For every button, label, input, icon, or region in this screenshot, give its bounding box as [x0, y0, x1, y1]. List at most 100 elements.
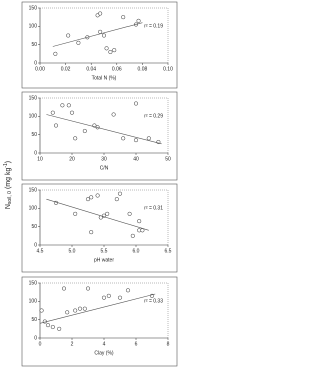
y-tick-label: 150 [29, 5, 38, 11]
point [65, 310, 70, 315]
x-tick-label: 0.08 [138, 66, 148, 72]
y-tick-label: 50 [31, 132, 37, 138]
point [108, 49, 113, 55]
x-axis-label: pH water [94, 257, 114, 263]
point [73, 308, 78, 313]
panel-frame [21, 276, 178, 367]
y-tick-label: 0 [34, 335, 37, 341]
fit-line [46, 114, 162, 145]
y-tick-label: 100 [29, 114, 38, 120]
point [137, 219, 142, 224]
point [104, 46, 109, 51]
point [125, 288, 131, 293]
fit-line [39, 293, 156, 324]
point [82, 128, 87, 134]
x-tick-label: 6.0 [133, 248, 140, 254]
y-axis-label: Nsoil, 0(mg kg-1) [3, 161, 13, 209]
point [121, 15, 126, 20]
panel-frame [21, 91, 178, 181]
point [50, 110, 55, 115]
point [89, 195, 94, 200]
point [136, 18, 141, 23]
point [95, 193, 100, 198]
y-tick-label: 0 [34, 60, 37, 66]
x-tick-label: 5.0 [69, 248, 76, 254]
point [73, 136, 78, 141]
point [85, 197, 91, 202]
point [114, 197, 119, 202]
point [82, 306, 87, 311]
point [117, 191, 123, 196]
r2-annotation: r² = 0.33 [144, 298, 163, 304]
x-tick-label: 10 [37, 156, 43, 162]
point [53, 123, 59, 128]
point [73, 211, 78, 216]
point [112, 48, 117, 53]
point [101, 33, 107, 38]
point [66, 103, 71, 108]
x-tick-label: 8 [167, 341, 170, 347]
point [146, 136, 151, 141]
x-tick-label: 0.10 [163, 66, 173, 72]
x-tick-label: 20 [69, 156, 75, 162]
x-tick-label: 0.06 [112, 66, 122, 72]
y-label-end: ) [5, 161, 12, 163]
point [89, 230, 94, 235]
point [45, 323, 51, 328]
x-axis-label: Total N (%) [92, 75, 117, 81]
y-tick-label: 100 [29, 299, 38, 305]
y-tick-label: 150 [29, 187, 38, 193]
x-tick-label: 0.00 [35, 66, 45, 72]
plot-frame-top-right [40, 97, 169, 153]
plot-frame-top-right [40, 282, 169, 338]
point [66, 33, 71, 38]
point [77, 306, 83, 311]
point [127, 211, 132, 216]
y-tick-label: 50 [31, 42, 37, 48]
y-label-unit: (mg kg [5, 168, 12, 190]
y-tick-label: 50 [31, 224, 37, 230]
x-axis-label: C/N [100, 165, 109, 171]
x-tick-label: 4 [103, 341, 106, 347]
point [53, 51, 58, 56]
point [101, 295, 107, 300]
point [117, 295, 123, 300]
panel-frame [21, 1, 178, 89]
point [39, 308, 44, 313]
r2-annotation: r² = 0.29 [144, 113, 163, 119]
point [85, 286, 91, 291]
point [121, 136, 126, 141]
point [76, 40, 81, 45]
x-tick-label: 5.5 [101, 248, 108, 254]
x-axis-label: Clay (%) [94, 350, 114, 356]
point [61, 286, 67, 291]
x-tick-label: 0 [39, 341, 42, 347]
y-tick-label: 0 [34, 242, 37, 248]
x-tick-label: 50 [165, 156, 171, 162]
point [105, 211, 110, 216]
point [133, 101, 139, 106]
x-tick-label: 30 [101, 156, 107, 162]
fit-line [46, 198, 149, 231]
x-tick-label: 2 [71, 341, 74, 347]
y-tick-label: 100 [29, 24, 38, 30]
y-tick-label: 100 [29, 206, 38, 212]
x-tick-label: 0.04 [86, 66, 96, 72]
x-tick-label: 6.5 [165, 248, 172, 254]
y-tick-label: 150 [29, 95, 38, 101]
point [98, 11, 103, 16]
y-tick-label: 0 [34, 150, 37, 156]
y-tick-label: 150 [29, 280, 38, 286]
r2-annotation: r² = 0.31 [144, 205, 163, 211]
point [98, 29, 103, 34]
y-label-main: N [5, 204, 12, 209]
point [111, 112, 116, 117]
axes [39, 98, 168, 154]
y-label-sub: soil, 0 [7, 191, 13, 204]
y-tick-label: 50 [31, 317, 37, 323]
x-tick-label: 4.5 [37, 248, 44, 254]
r2-annotation: r² = 0.19 [144, 23, 163, 29]
fit-line [52, 22, 143, 47]
point [60, 103, 65, 108]
